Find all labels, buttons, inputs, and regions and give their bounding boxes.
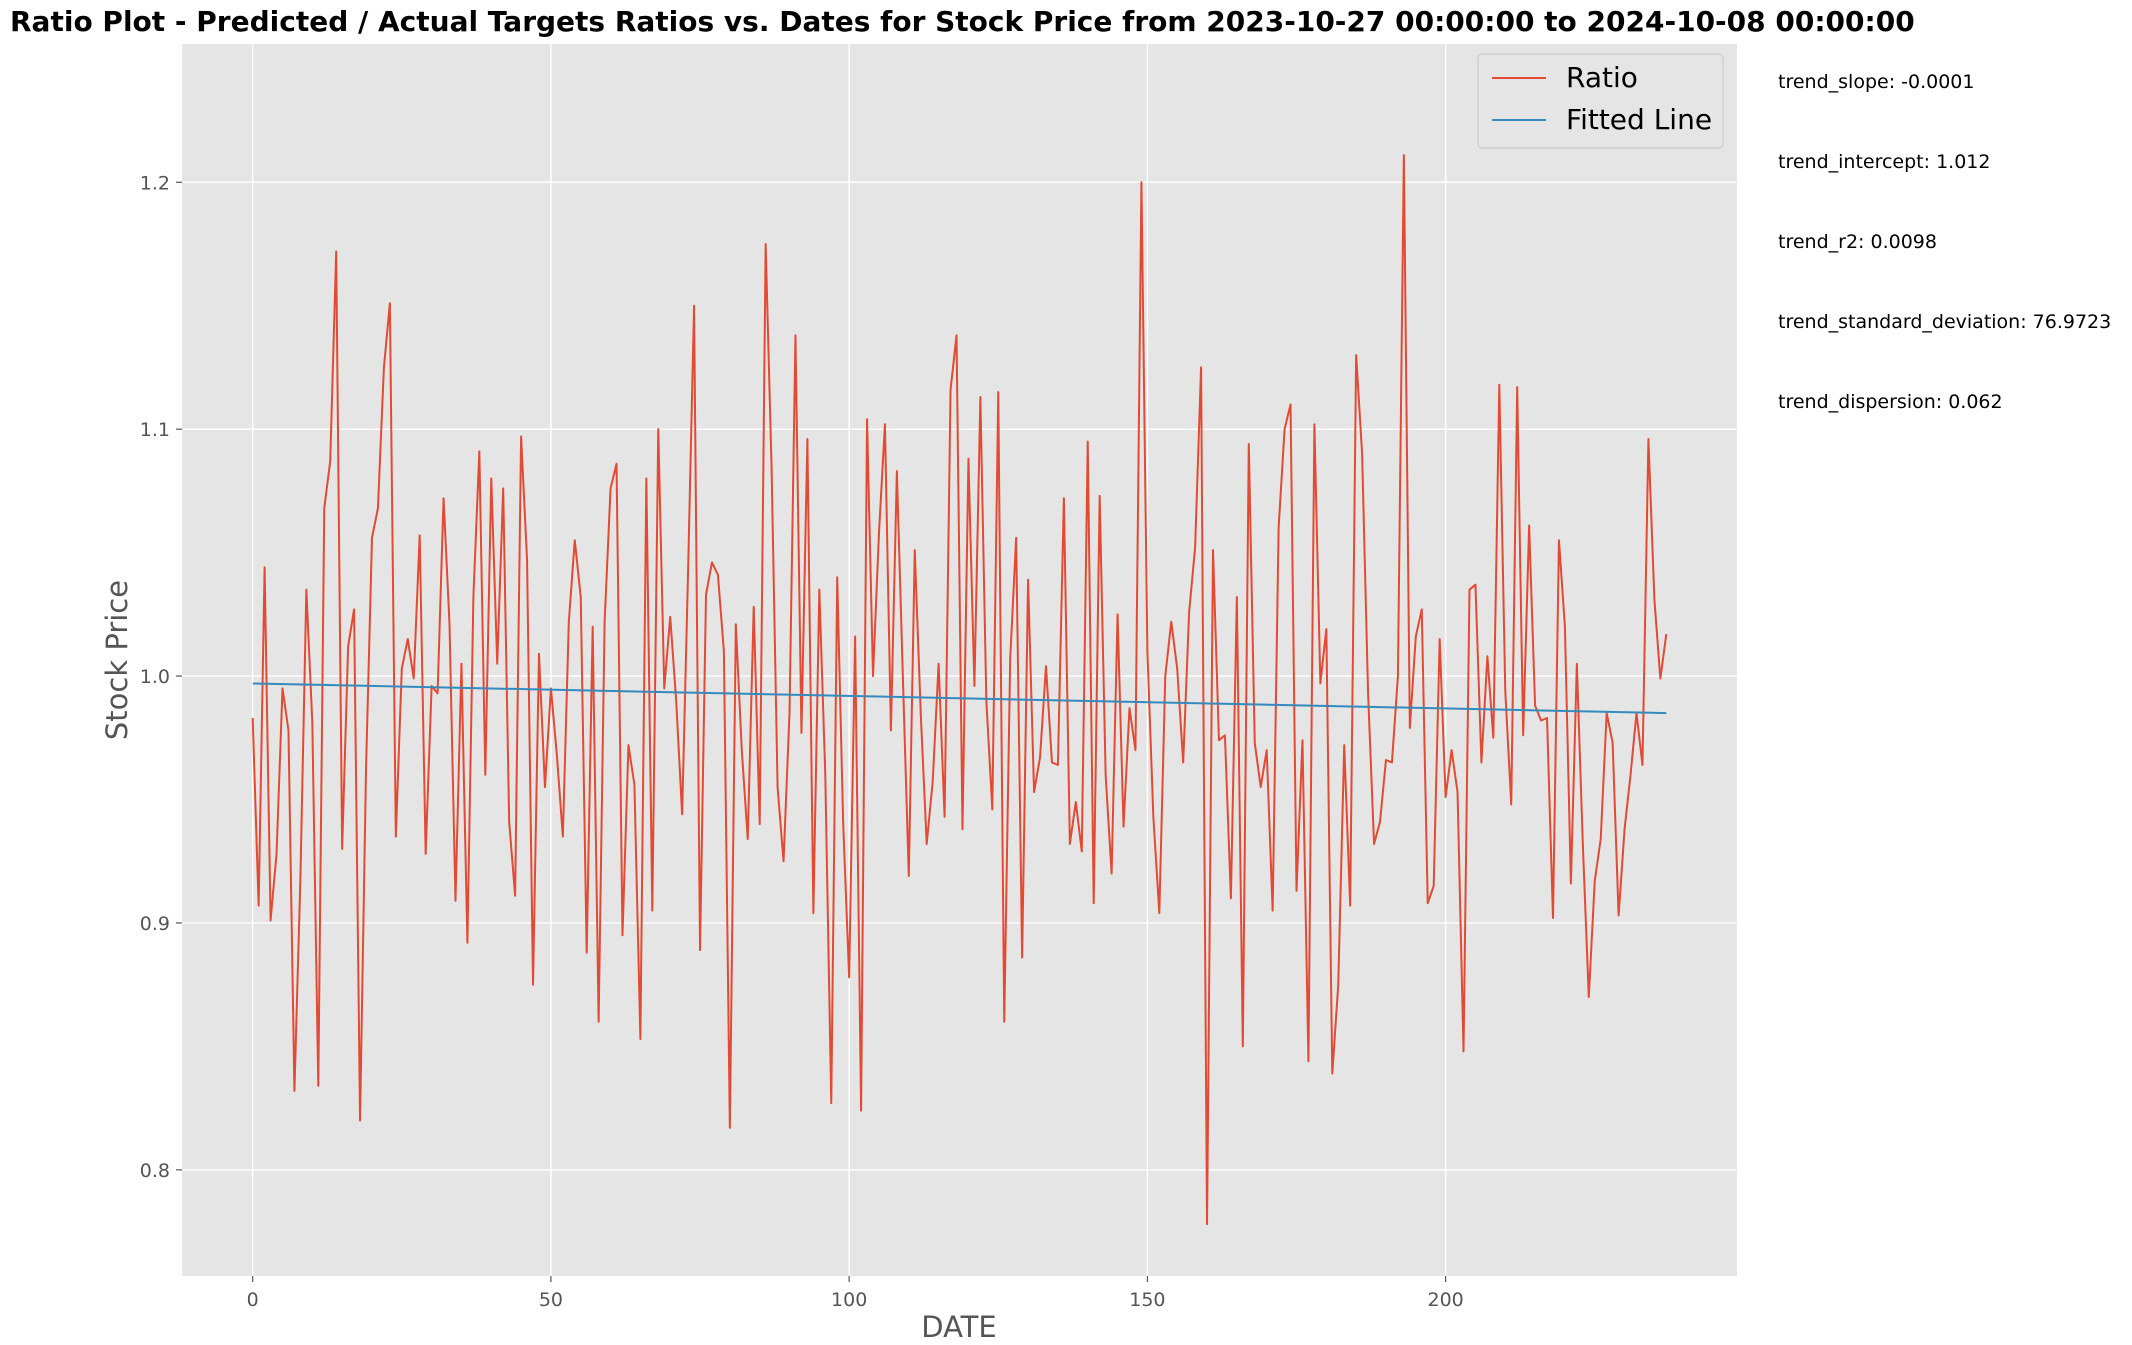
y-axis-label: Stock Price	[100, 580, 134, 740]
stat-trend-dispersion: trend_dispersion: 0.062	[1778, 391, 2003, 413]
y-tick-label: 0.9	[140, 913, 170, 935]
legend: Ratio Fitted Line	[1477, 53, 1724, 149]
y-tick-label: 1.1	[140, 419, 170, 441]
stat-trend-r2: trend_r2: 0.0098	[1778, 231, 1937, 253]
x-tick-label: 150	[1129, 1289, 1165, 1311]
series-layer	[251, 154, 1668, 1226]
x-axis-label: DATE	[921, 1310, 996, 1344]
chart-title: Ratio Plot - Predicted / Actual Targets …	[10, 5, 1915, 38]
x-tick-label: 200	[1427, 1289, 1463, 1311]
ratio-series-line	[251, 154, 1668, 1226]
stat-trend-slope: trend_slope: -0.0001	[1778, 71, 1974, 93]
legend-ratio-label: Ratio	[1566, 61, 1638, 94]
x-tick-label: 100	[831, 1289, 867, 1311]
y-tick-label: 1.2	[140, 172, 170, 194]
y-axis-ticks: 0.8 0.9 1.0 1.1 1.2	[140, 172, 182, 1182]
x-axis-ticks: 0 50 100 150 200	[247, 1276, 1464, 1311]
x-tick-label: 0	[247, 1289, 259, 1311]
y-tick-label: 1.0	[140, 666, 170, 688]
legend-fitted-line-label: Fitted Line	[1566, 103, 1712, 136]
y-tick-label: 0.8	[140, 1160, 170, 1182]
fitted-line-series	[252, 682, 1667, 715]
stat-trend-standard-deviation: trend_standard_deviation: 76.9723	[1778, 311, 2111, 333]
stat-trend-intercept: trend_intercept: 1.012	[1778, 151, 1990, 173]
x-tick-label: 50	[539, 1289, 563, 1311]
trend-stats: trend_slope: -0.0001 trend_intercept: 1.…	[1778, 71, 2111, 413]
y-gridlines	[182, 181, 1737, 1171]
